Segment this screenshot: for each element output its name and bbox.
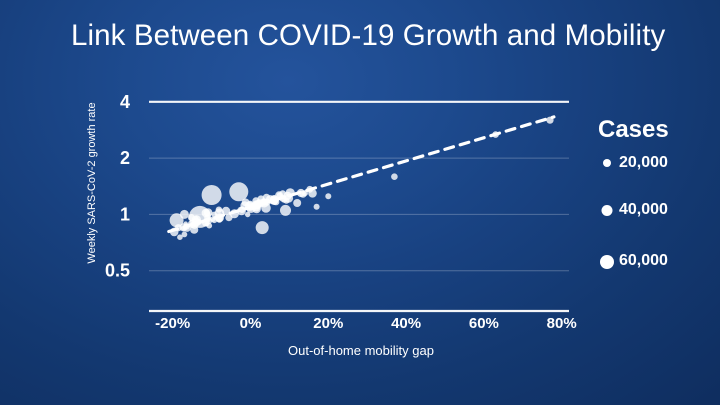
svg-text:2: 2 bbox=[120, 148, 130, 168]
svg-text:1: 1 bbox=[120, 204, 130, 224]
svg-text:-20%: -20% bbox=[155, 315, 190, 332]
svg-text:0%: 0% bbox=[240, 315, 262, 332]
svg-text:40%: 40% bbox=[391, 315, 421, 332]
svg-text:80%: 80% bbox=[547, 315, 577, 332]
svg-text:20%: 20% bbox=[313, 315, 343, 332]
svg-text:60%: 60% bbox=[469, 315, 499, 332]
svg-text:0.5: 0.5 bbox=[105, 261, 130, 281]
svg-text:4: 4 bbox=[120, 92, 130, 112]
